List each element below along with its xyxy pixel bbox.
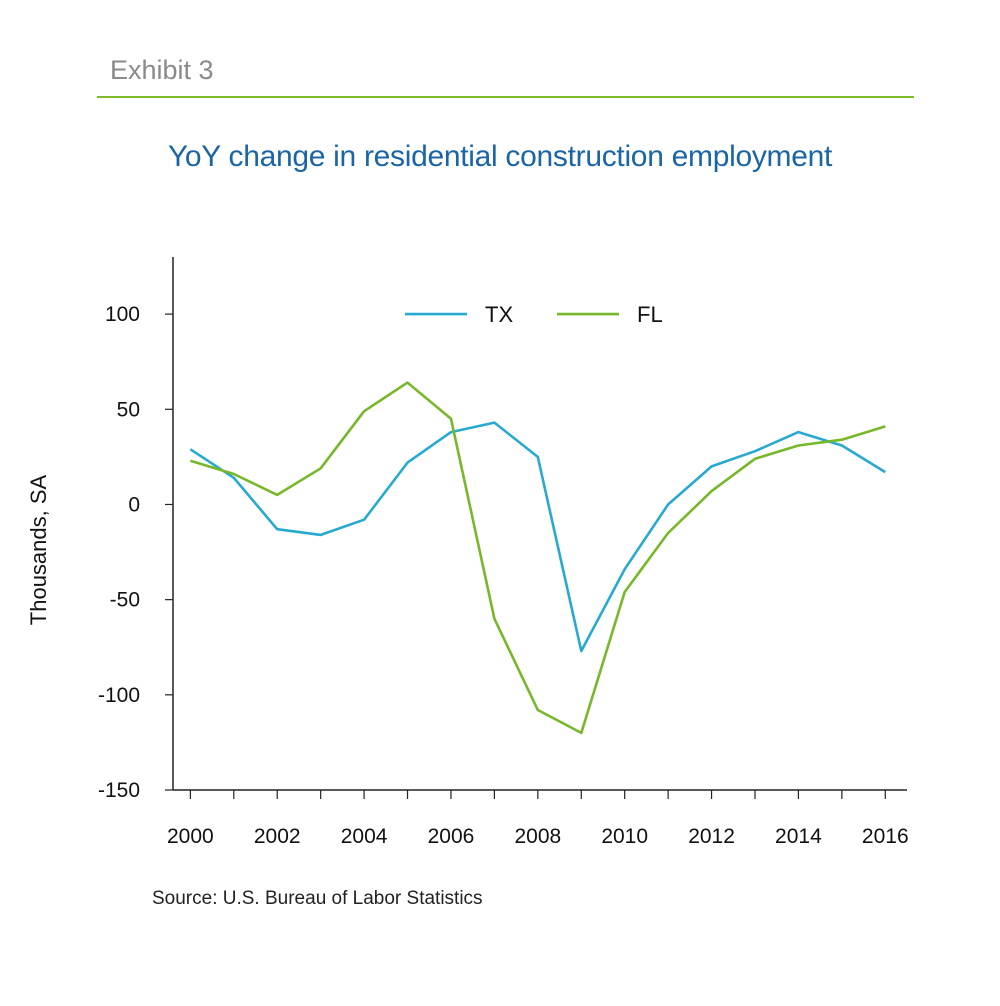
chart-axes [172, 257, 907, 791]
x-tick-label: 2002 [254, 825, 301, 848]
series-line-fl [190, 381, 886, 735]
y-tick-label: 100 [105, 303, 140, 326]
y-tick-label: -50 [110, 589, 140, 612]
y-tick-label: -100 [98, 684, 140, 707]
x-tick-label: 2000 [167, 825, 214, 848]
chart-legend: TX FL [405, 302, 663, 327]
chart-title: YoY change in residential construction e… [167, 140, 833, 173]
legend-label-fl: FL [637, 302, 663, 327]
y-tick-label: -150 [98, 779, 140, 802]
x-tick-label: 2004 [341, 825, 388, 848]
series-line-tx [189, 421, 886, 653]
header-divider [97, 96, 914, 98]
y-tick-label: 0 [128, 493, 140, 516]
x-tick-label: 2008 [514, 825, 561, 848]
x-tick-label: 2016 [862, 825, 909, 848]
tick-labels: 100 50 0 -50 -100 -150 2000 2002 2004 2006 2008 201… [98, 303, 909, 848]
x-tick-label: 2012 [688, 825, 735, 848]
legend-label-tx: TX [485, 302, 513, 327]
y-axis-label: Thousands, SA [26, 474, 51, 625]
x-tick-label: 2006 [428, 825, 475, 848]
source-note: Source: U.S. Bureau of Labor Statistics [152, 888, 483, 909]
exhibit-label: Exhibit 3 [110, 55, 214, 85]
series-lines [189, 381, 886, 735]
y-tick-label: 50 [117, 398, 140, 421]
x-tick-label: 2014 [775, 825, 822, 848]
x-tick-label: 2010 [601, 825, 648, 848]
